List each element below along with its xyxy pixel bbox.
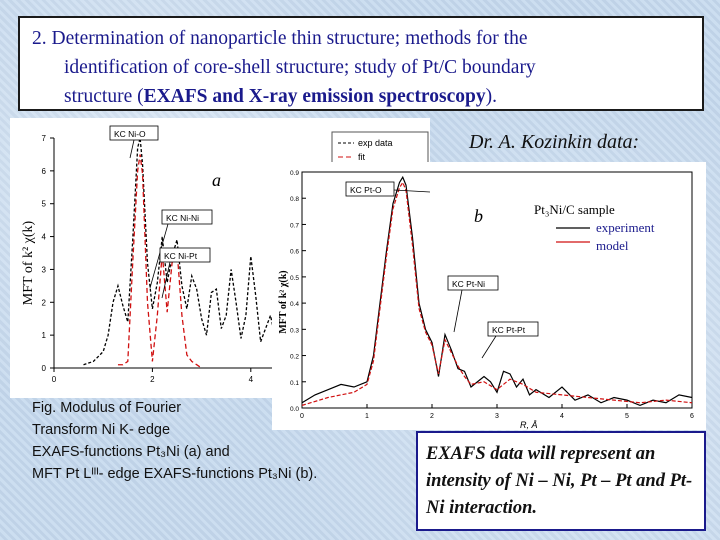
chart-b-series-exp bbox=[301, 175, 693, 407]
chart-a-xtick-label: 4 bbox=[249, 375, 254, 384]
chart-a-series-fit bbox=[117, 154, 202, 369]
chart-b-ylabel: MFT of k² χ(k) bbox=[278, 270, 289, 333]
slide-title: 2. Determination of nanoparticle thin st… bbox=[18, 16, 704, 111]
caption-line-2: Transform Ni K- edge bbox=[32, 422, 171, 438]
chart-a-ytick-label: 4 bbox=[42, 233, 47, 242]
note-box: EXAFS data will represent an intensity o… bbox=[416, 431, 706, 531]
chart-b-ytick-label: 0.3 bbox=[290, 327, 299, 334]
chart-a-ytick-label: 7 bbox=[42, 134, 47, 143]
chart-b-xtick-label: 1 bbox=[365, 413, 369, 420]
chart-b-ytick-label: 0.8 bbox=[290, 196, 299, 203]
chart-a-annot-3: KC Ni-Pt bbox=[164, 251, 198, 261]
chart-a-ytick-label: 1 bbox=[42, 331, 47, 340]
chart-a-series-exp bbox=[83, 137, 301, 366]
chart-b: MFT of k² χ(k) 0.0 0.1 0.2 0.3 0.4 0.5 0.6 0.7 0… bbox=[272, 162, 706, 430]
chart-a-panel-label: a bbox=[212, 170, 221, 190]
credit-text: Dr. A. Kozinkin data: bbox=[469, 131, 640, 153]
title-line-3-prefix: structure ( bbox=[64, 86, 144, 107]
chart-a-annot-1: KC Ni-O bbox=[114, 129, 146, 139]
chart-b-ytick-label: 0.1 bbox=[290, 380, 299, 387]
chart-b-annot-box-1 bbox=[345, 181, 395, 197]
chart-b-annot-2: KC Pt-Ni bbox=[452, 279, 485, 289]
chart-a-ytick-label: 3 bbox=[42, 265, 47, 274]
chart-b-xtick-label: 2 bbox=[430, 413, 434, 420]
chart-a-ytick-label: 2 bbox=[42, 298, 47, 307]
chart-b-annot-1: KC Pt-O bbox=[350, 185, 382, 195]
chart-b-sample: Pt₃Ni/C sample bbox=[534, 202, 615, 217]
chart-b-ytick-label: 0.4 bbox=[290, 301, 299, 308]
chart-b-xtick-label: 4 bbox=[560, 413, 564, 420]
figure-caption: Fig. Modulus of Fourier Transform Ni K- … bbox=[32, 397, 422, 485]
chart-b-annot-line-3 bbox=[481, 335, 497, 359]
chart-a-annot-box-3 bbox=[159, 247, 211, 263]
chart-b-ytick-label: 0.6 bbox=[290, 249, 299, 256]
chart-a-annot-2: KC Ni-Ni bbox=[166, 213, 199, 223]
chart-b-series-model bbox=[301, 181, 693, 406]
chart-b-xtick-label: 3 bbox=[495, 413, 499, 420]
title-line-3: structure (EXAFS and X-ray emission spec… bbox=[32, 82, 692, 111]
chart-b-ytick-label: 0.0 bbox=[290, 406, 299, 413]
chart-a-xtick-label: 2 bbox=[150, 375, 155, 384]
title-line-2: identification of core-shell structure; … bbox=[64, 57, 536, 78]
chart-b-ytick-label: 0.9 bbox=[290, 170, 299, 177]
chart-b-ytick-label: 0.5 bbox=[290, 275, 299, 282]
chart-b-ytick-label: 0.2 bbox=[290, 354, 299, 361]
chart-a-annot-line-2 bbox=[149, 223, 169, 289]
chart-b-annot-line-2 bbox=[453, 289, 463, 333]
chart-b-annot-line-1 bbox=[393, 189, 431, 193]
chart-a-ytick-label: 0 bbox=[42, 364, 47, 373]
title-line-3-bold: EXAFS and X-ray emission spectroscopy bbox=[143, 86, 486, 107]
chart-b-annot-3: KC Pt-Pt bbox=[492, 325, 526, 335]
chart-a-ytick-label: 5 bbox=[42, 200, 47, 209]
title-line-1: 2. Determination of nanoparticle thin st… bbox=[32, 28, 528, 49]
chart-a-xtick-label: 0 bbox=[52, 375, 57, 384]
chart-b-panel-label: b bbox=[474, 206, 483, 226]
chart-a-annot-box-2 bbox=[161, 209, 213, 225]
chart-b-annot-box-3 bbox=[487, 321, 539, 337]
chart-a-legend-exp: exp data bbox=[358, 138, 393, 148]
chart-b-xtick-label: 0 bbox=[300, 413, 304, 420]
chart-b-legend-model: model bbox=[596, 238, 629, 253]
chart-b-xtick-label: 5 bbox=[625, 413, 629, 420]
chart-b-legend-exp: experiment bbox=[596, 220, 655, 235]
chart-a-legend-fit: fit bbox=[358, 152, 366, 162]
title-line-3-suffix: ). bbox=[485, 86, 497, 107]
chart-b-annot-box-2 bbox=[447, 275, 499, 291]
caption-line-1: Fig. Modulus of Fourier bbox=[32, 400, 182, 416]
caption-line-4: MFT Pt Lᴵᴵᴵ- edge EXAFS-functions Pt₃Ni … bbox=[32, 466, 318, 482]
chart-a-annot-line-3 bbox=[161, 261, 171, 299]
chart-a-annot-line-1 bbox=[129, 139, 135, 159]
chart-a-ytick-label: 6 bbox=[42, 167, 47, 176]
chart-b-xlabel: R, Å bbox=[520, 420, 538, 430]
chart-b-ytick-label: 0.7 bbox=[290, 222, 299, 229]
chart-b-xtick-label: 6 bbox=[690, 413, 694, 420]
chart-a-ylabel: MFT of k² χ(k) bbox=[21, 220, 36, 305]
caption-line-3: EXAFS-functions Pt₃Ni (a) and bbox=[32, 444, 230, 460]
